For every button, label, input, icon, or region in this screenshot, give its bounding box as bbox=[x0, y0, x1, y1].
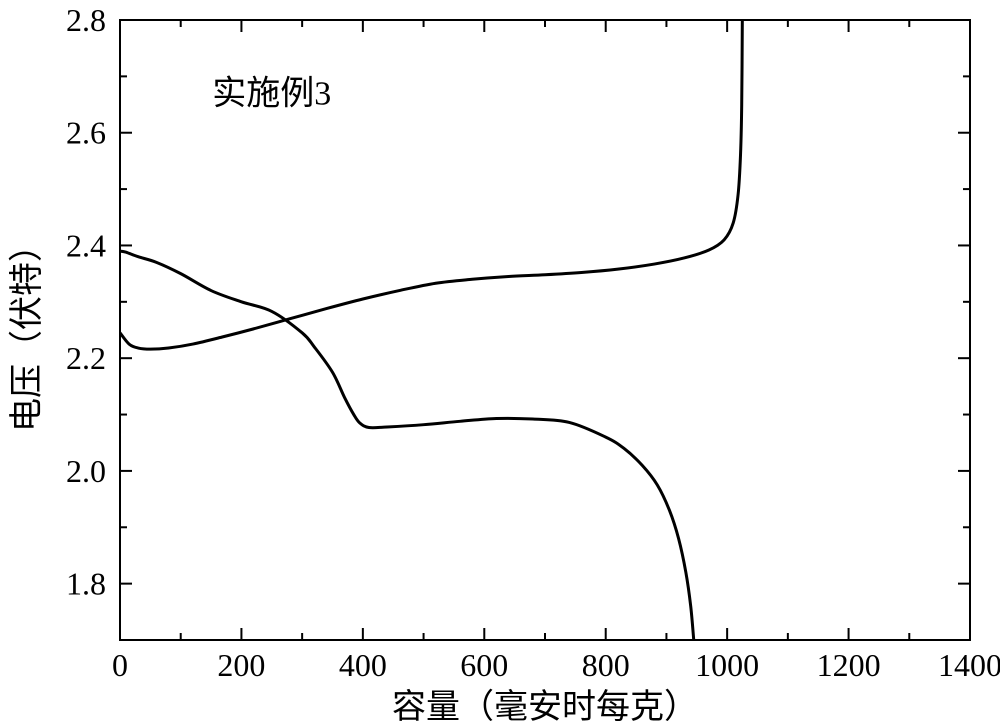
x-axis-label: 容量（毫安时每克） bbox=[392, 688, 698, 726]
svg-text:2.8: 2.8 bbox=[66, 2, 106, 38]
chart-svg: 0 200 400 600 800 1000 1200 1400 1.8 2.0 2.2 2.4 2.6… bbox=[0, 0, 1000, 728]
svg-text:400: 400 bbox=[339, 647, 387, 683]
svg-text:1000: 1000 bbox=[695, 647, 759, 683]
svg-text:1.8: 1.8 bbox=[66, 566, 106, 602]
series-charge bbox=[120, 20, 742, 349]
svg-text:2.4: 2.4 bbox=[66, 227, 106, 263]
svg-text:1400: 1400 bbox=[938, 647, 1000, 683]
series-discharge bbox=[120, 251, 694, 640]
svg-text:200: 200 bbox=[217, 647, 265, 683]
y-axis-label: 电压（伏特） bbox=[8, 228, 46, 432]
svg-text:2.0: 2.0 bbox=[66, 453, 106, 489]
svg-text:800: 800 bbox=[582, 647, 630, 683]
svg-text:1200: 1200 bbox=[817, 647, 881, 683]
annotation-label: 实施例3 bbox=[212, 75, 331, 113]
svg-text:600: 600 bbox=[460, 647, 508, 683]
svg-text:0: 0 bbox=[112, 647, 128, 683]
voltage-capacity-chart: 0 200 400 600 800 1000 1200 1400 1.8 2.0 2.2 2.4 2.6… bbox=[0, 0, 1000, 728]
svg-text:2.2: 2.2 bbox=[66, 340, 106, 376]
svg-text:2.6: 2.6 bbox=[66, 115, 106, 151]
